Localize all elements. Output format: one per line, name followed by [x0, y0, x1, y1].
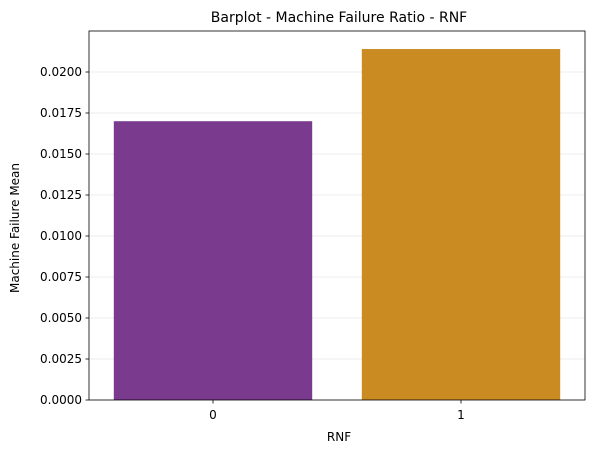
y-axis-ticks: 0.0000 0.0025 0.0050 0.0075 0.0100 0.0125 0.01…	[40, 65, 89, 407]
bar-0	[113, 121, 313, 400]
y-tick-label: 0.0175	[40, 106, 82, 120]
x-axis-label: RNF	[327, 430, 351, 444]
bars-layer	[113, 49, 561, 400]
y-tick-label: 0.0025	[40, 352, 82, 366]
bar-1	[361, 49, 561, 400]
y-axis-label: Machine Failure Mean	[8, 163, 22, 293]
x-tick-label: 0	[209, 408, 217, 422]
chart-title: Barplot - Machine Failure Ratio - RNF	[211, 10, 467, 26]
y-tick-label: 0.0100	[40, 229, 82, 243]
y-tick-label: 0.0050	[40, 311, 82, 325]
plot-frame	[88, 30, 586, 401]
y-tick-label: 0.0150	[40, 147, 82, 161]
y-tick-label: 0.0125	[40, 188, 82, 202]
y-tick-label: 0.0075	[40, 270, 82, 284]
y-tick-label: 0.0200	[40, 65, 82, 79]
y-tick-label: 0.0000	[40, 393, 82, 407]
x-tick-label: 1	[457, 408, 465, 422]
